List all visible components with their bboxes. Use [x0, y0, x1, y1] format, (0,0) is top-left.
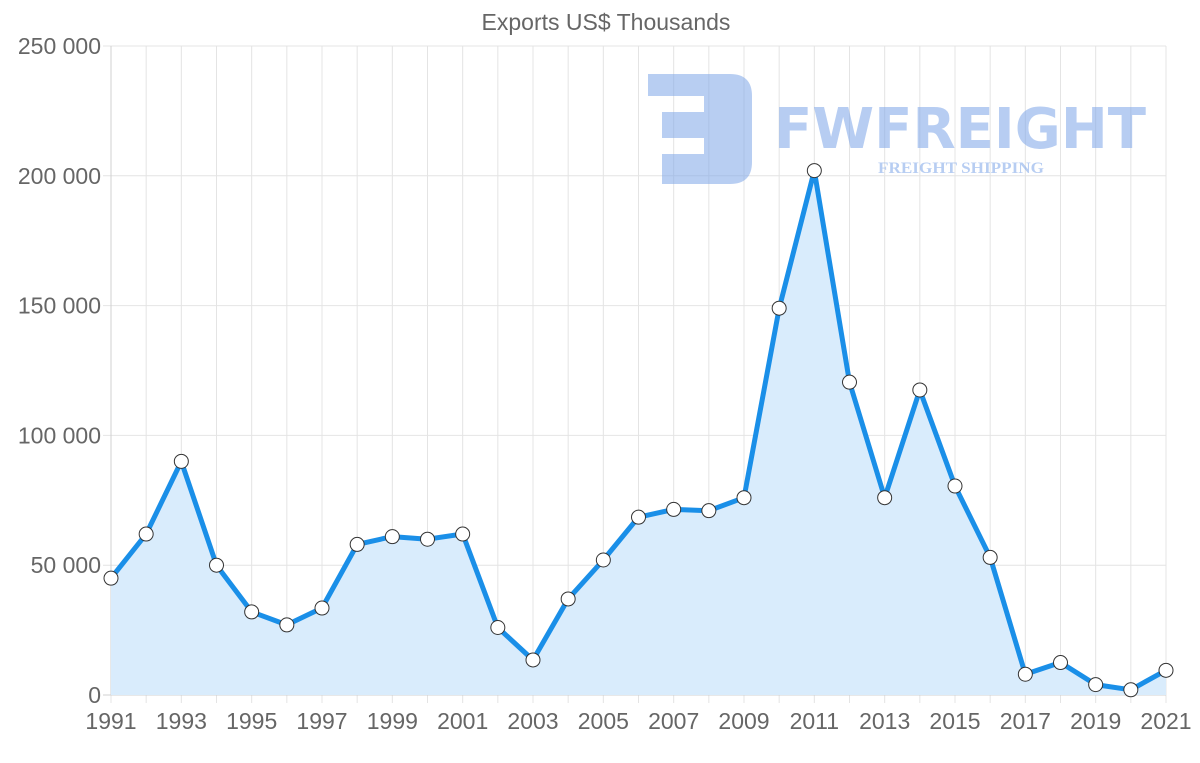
x-tick-label: 1997 — [296, 708, 347, 734]
x-tick-label: 2009 — [718, 708, 769, 734]
x-tick-label: 1999 — [367, 708, 418, 734]
data-point-marker[interactable]: 2017: 8000 — [1017, 666, 1033, 682]
data-point-marker[interactable]: 1993: 90000 — [173, 453, 189, 469]
y-axis-ticks: 0 50 000 100 000 150 000 200 000 250 000 — [18, 33, 101, 708]
data-point-marker[interactable]: 2005: 52000 — [595, 552, 611, 568]
data-point-marker[interactable]: 2015: 80500 — [947, 478, 963, 494]
data-point-marker[interactable]: 1998: 58000 — [349, 536, 365, 552]
x-tick-label: 2005 — [578, 708, 629, 734]
data-point-marker[interactable]: 2006: 68500 — [631, 509, 646, 525]
data-point-marker[interactable]: 1999: 61000 — [384, 529, 400, 545]
data-point-marker[interactable]: 2012: 120500 — [842, 374, 857, 390]
x-tick-label: 1991 — [85, 708, 136, 734]
data-point-marker[interactable]: 1991: 45000 — [103, 570, 119, 586]
y-tick-label: 200 000 — [18, 163, 101, 189]
watermark-brand: FWFREIGHT — [774, 97, 1146, 162]
x-tick-label: 2003 — [507, 708, 558, 734]
data-point-marker[interactable]: 2007: 71500 — [666, 501, 682, 517]
area-fill — [111, 170, 1166, 696]
data-point-marker[interactable]: 2002: 26000 — [490, 620, 506, 636]
x-tick-label: 2015 — [929, 708, 980, 734]
data-point-marker[interactable]: 2003: 13500 — [525, 652, 541, 668]
y-tick-label: 0 — [88, 682, 101, 708]
watermark-tagline: FREIGHT SHIPPING — [878, 160, 1045, 177]
data-point-marker[interactable]: 2009: 76000 — [736, 490, 752, 506]
data-point-marker[interactable]: 2014: 117500 — [912, 382, 928, 398]
x-tick-label: 2011 — [790, 708, 839, 734]
x-tick-label: 1993 — [156, 708, 207, 734]
chart-title: Exports US$ Thousands — [482, 9, 731, 35]
y-tick-label: 150 000 — [18, 293, 101, 319]
data-markers: 1991: 45000 1992: 62000 1993: 90000 1994: 5… — [103, 163, 1174, 698]
watermark-logo: FWFREIGHT FREIGHT SHIPPING — [648, 74, 1146, 184]
x-tick-label: 2017 — [1000, 708, 1051, 734]
data-point-marker[interactable]: 2018: 12500 — [1053, 655, 1068, 671]
data-point-marker[interactable]: 2001: 62000 — [455, 526, 471, 542]
data-point-marker[interactable]: 2008: 71000 — [701, 503, 717, 519]
data-point-marker[interactable]: 2004: 37000 — [560, 591, 576, 607]
x-axis-ticks: 1991 1993 1995 1997 1999 2001 2003 2005 2007 2009… — [85, 708, 1191, 734]
data-point-marker[interactable]: 1997: 33500 — [314, 600, 330, 616]
fwfreight-logo-icon — [648, 74, 752, 184]
data-point-marker[interactable]: 2021: 9500 — [1158, 662, 1174, 678]
x-tick-label: 2013 — [859, 708, 910, 734]
x-tick-label: 1995 — [226, 708, 277, 734]
data-point-marker[interactable]: 2013: 76000 — [877, 490, 893, 506]
data-point-marker[interactable]: 2010: 149000 — [771, 300, 787, 316]
x-tick-label: 2021 — [1140, 708, 1191, 734]
data-point-marker[interactable]: 1996: 27000 — [279, 617, 295, 633]
data-point-marker[interactable]: 1992: 62000 — [138, 526, 154, 542]
data-point-marker[interactable]: 2016: 53000 — [982, 549, 998, 565]
data-point-marker[interactable]: 1995: 32000 — [244, 604, 260, 620]
x-tick-label: 2007 — [648, 708, 699, 734]
x-tick-label: 2019 — [1070, 708, 1121, 734]
y-tick-label: 250 000 — [18, 33, 101, 59]
x-tick-label: 2001 — [437, 708, 488, 734]
y-tick-label: 100 000 — [18, 422, 101, 448]
data-point-marker[interactable]: 2019: 4000 — [1088, 677, 1104, 693]
data-point-marker[interactable]: 2011: 202000 — [806, 163, 822, 179]
y-tick-label: 50 000 — [31, 552, 101, 578]
